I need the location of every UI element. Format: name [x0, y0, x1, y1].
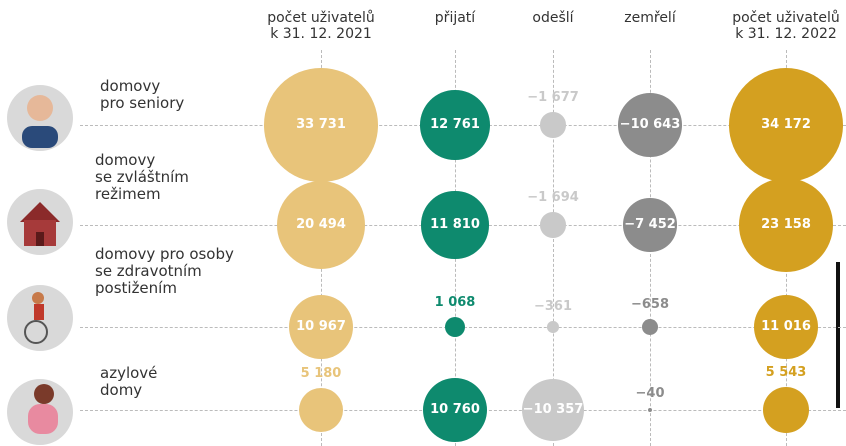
value-label: −10 357: [522, 402, 584, 417]
value-label: 11 810: [430, 217, 480, 232]
value-label: 11 016: [761, 319, 811, 334]
bubble: [729, 68, 843, 182]
bubble: [444, 316, 466, 338]
bubble: [298, 387, 344, 433]
icon-mother: [7, 379, 73, 445]
column-header: počet uživatelů k 31. 12. 2022: [732, 10, 840, 42]
value-label: 12 761: [430, 117, 480, 132]
column-guide: [553, 50, 554, 446]
column-header: odešlí: [532, 10, 574, 26]
value-label: −40: [635, 386, 665, 402]
value-label: −1 677: [527, 90, 579, 106]
value-label: 34 172: [761, 117, 811, 132]
bubble: [540, 112, 566, 138]
value-label: −361: [533, 299, 573, 315]
value-label: 1 068: [434, 294, 476, 310]
icon-wheelchair: [7, 285, 73, 351]
bubble: [521, 378, 585, 442]
bubble: [739, 178, 833, 272]
value-label: 10 967: [296, 319, 346, 334]
bubble: [753, 294, 819, 360]
value-label: −10 643: [619, 117, 681, 132]
column-header: počet uživatelů k 31. 12. 2021: [267, 10, 375, 42]
bubble: [547, 321, 559, 333]
bubble: [288, 294, 354, 360]
value-label: 23 158: [761, 217, 811, 232]
bubble: [623, 198, 677, 252]
bubble: [421, 191, 489, 259]
bubble: [763, 387, 809, 433]
value-label: 5 543: [765, 365, 807, 381]
column-header: zemřelí: [624, 10, 676, 26]
bubble: [642, 319, 658, 335]
bubble: [618, 93, 682, 157]
column-header: přijatí: [434, 10, 476, 26]
bubble: [540, 212, 566, 238]
bubble: [420, 90, 490, 160]
row-label: azylové domy: [100, 364, 158, 399]
row-label: domovy pro seniory: [100, 77, 185, 112]
value-label: −1 694: [527, 190, 579, 206]
bubble: [423, 378, 487, 442]
value-label: 10 760: [430, 402, 480, 417]
bubble: [648, 408, 652, 412]
icon-house: [7, 189, 73, 255]
row-label: domovy se zvláštním režimem: [95, 151, 189, 203]
icon-senior: [7, 85, 73, 151]
value-label: 5 180: [300, 365, 342, 381]
value-label: 20 494: [296, 217, 346, 232]
value-label: −7 452: [624, 217, 676, 232]
value-label: 33 731: [296, 117, 346, 132]
row-label: domovy pro osoby se zdravotním postižení…: [95, 245, 234, 297]
bubble: [264, 68, 378, 182]
bubble: [276, 180, 366, 270]
value-label: −658: [630, 297, 670, 313]
